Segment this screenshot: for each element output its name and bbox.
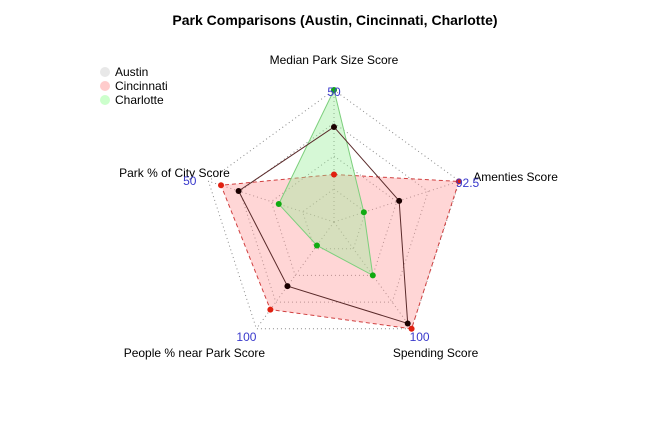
legend-label-charlotte: Charlotte xyxy=(115,93,164,107)
series-charlotte-point-2 xyxy=(369,272,376,279)
grid-ring-2 xyxy=(270,155,398,276)
axis-max-tick-0: 50 xyxy=(327,85,341,99)
legend-label-austin: Austin xyxy=(115,65,148,79)
legend-marker-cincinnati xyxy=(100,81,110,91)
series-layer xyxy=(218,87,462,332)
chart-title: Park Comparisons (Austin, Cincinnati, Ch… xyxy=(172,12,497,28)
series-austin-polygon xyxy=(237,126,409,325)
axis-labels: Median Park Size Score 50 Amenties Score92… xyxy=(119,53,558,360)
series-cincinnati-point-4 xyxy=(218,182,225,189)
series-cincinnati-point-3 xyxy=(267,306,274,313)
axis-label-0: Median Park Size Score xyxy=(270,53,399,67)
series-charlotte-point-0 xyxy=(331,87,337,93)
axis-label-3: People % near Park Score xyxy=(124,346,266,360)
series-austin-point-1 xyxy=(396,197,403,204)
series-charlotte-polygon xyxy=(278,88,374,277)
series-cincinnati-point-1 xyxy=(455,178,462,185)
legend-marker-austin xyxy=(100,67,110,77)
series-cincinnati-point-0 xyxy=(331,171,337,178)
axis-label-4: Park % of City Score xyxy=(119,166,230,180)
legend-marker-charlotte xyxy=(100,95,110,105)
axis-max-tick-1: 92.5 xyxy=(456,176,480,190)
axis-label-2: Spending Score xyxy=(393,346,479,360)
series-austin-point-2 xyxy=(404,320,411,327)
series-austin-point-3 xyxy=(284,283,291,290)
axis-max-tick-4: 50 xyxy=(183,174,197,188)
series-cincinnati-polygon xyxy=(220,173,460,330)
series-austin-point-0 xyxy=(331,123,337,130)
axis-label-1: Amenties Score xyxy=(473,170,558,184)
series-charlotte-point-4 xyxy=(275,201,282,208)
grid-ring-1 xyxy=(302,188,366,250)
series-charlotte-point-1 xyxy=(360,209,367,216)
series-charlotte-point-3 xyxy=(313,242,320,249)
legend-label-cincinnati: Cincinnati xyxy=(115,79,168,93)
series-cincinnati-point-2 xyxy=(408,325,415,332)
axis-max-tick-3: 100 xyxy=(236,330,256,344)
series-austin-point-4 xyxy=(235,187,242,194)
axis-max-tick-2: 100 xyxy=(410,330,430,344)
